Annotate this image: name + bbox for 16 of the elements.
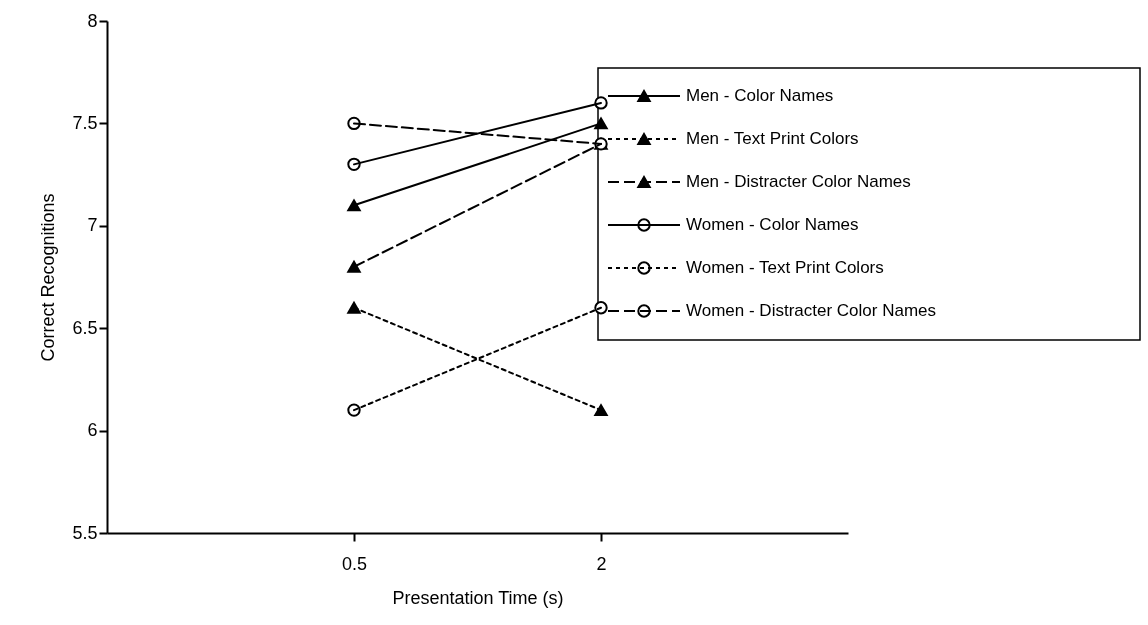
x-tick-label: 2 [596, 553, 607, 574]
y-tick-label: 6 [87, 420, 98, 441]
y-tick-label: 7.5 [72, 112, 98, 133]
legend-label: Men - Color Names [686, 86, 834, 105]
y-axis-title: Correct Recognitions [38, 193, 59, 362]
legend-label: Women - Distracter Color Names [686, 301, 937, 320]
x-axis-title: Presentation Time (s) [392, 587, 564, 608]
y-tick-label: 7 [87, 215, 98, 236]
y-tick-label: 6.5 [72, 317, 98, 338]
legend-label: Women - Text Print Colors [686, 258, 884, 277]
y-tick-label: 8 [87, 10, 98, 31]
legend-label: Men - Text Print Colors [686, 129, 859, 148]
legend-label: Women - Color Names [686, 215, 859, 234]
legend-label: Men - Distracter Color Names [686, 172, 911, 191]
x-tick-label: 0.5 [341, 553, 368, 574]
y-tick-label: 5.5 [72, 522, 98, 543]
